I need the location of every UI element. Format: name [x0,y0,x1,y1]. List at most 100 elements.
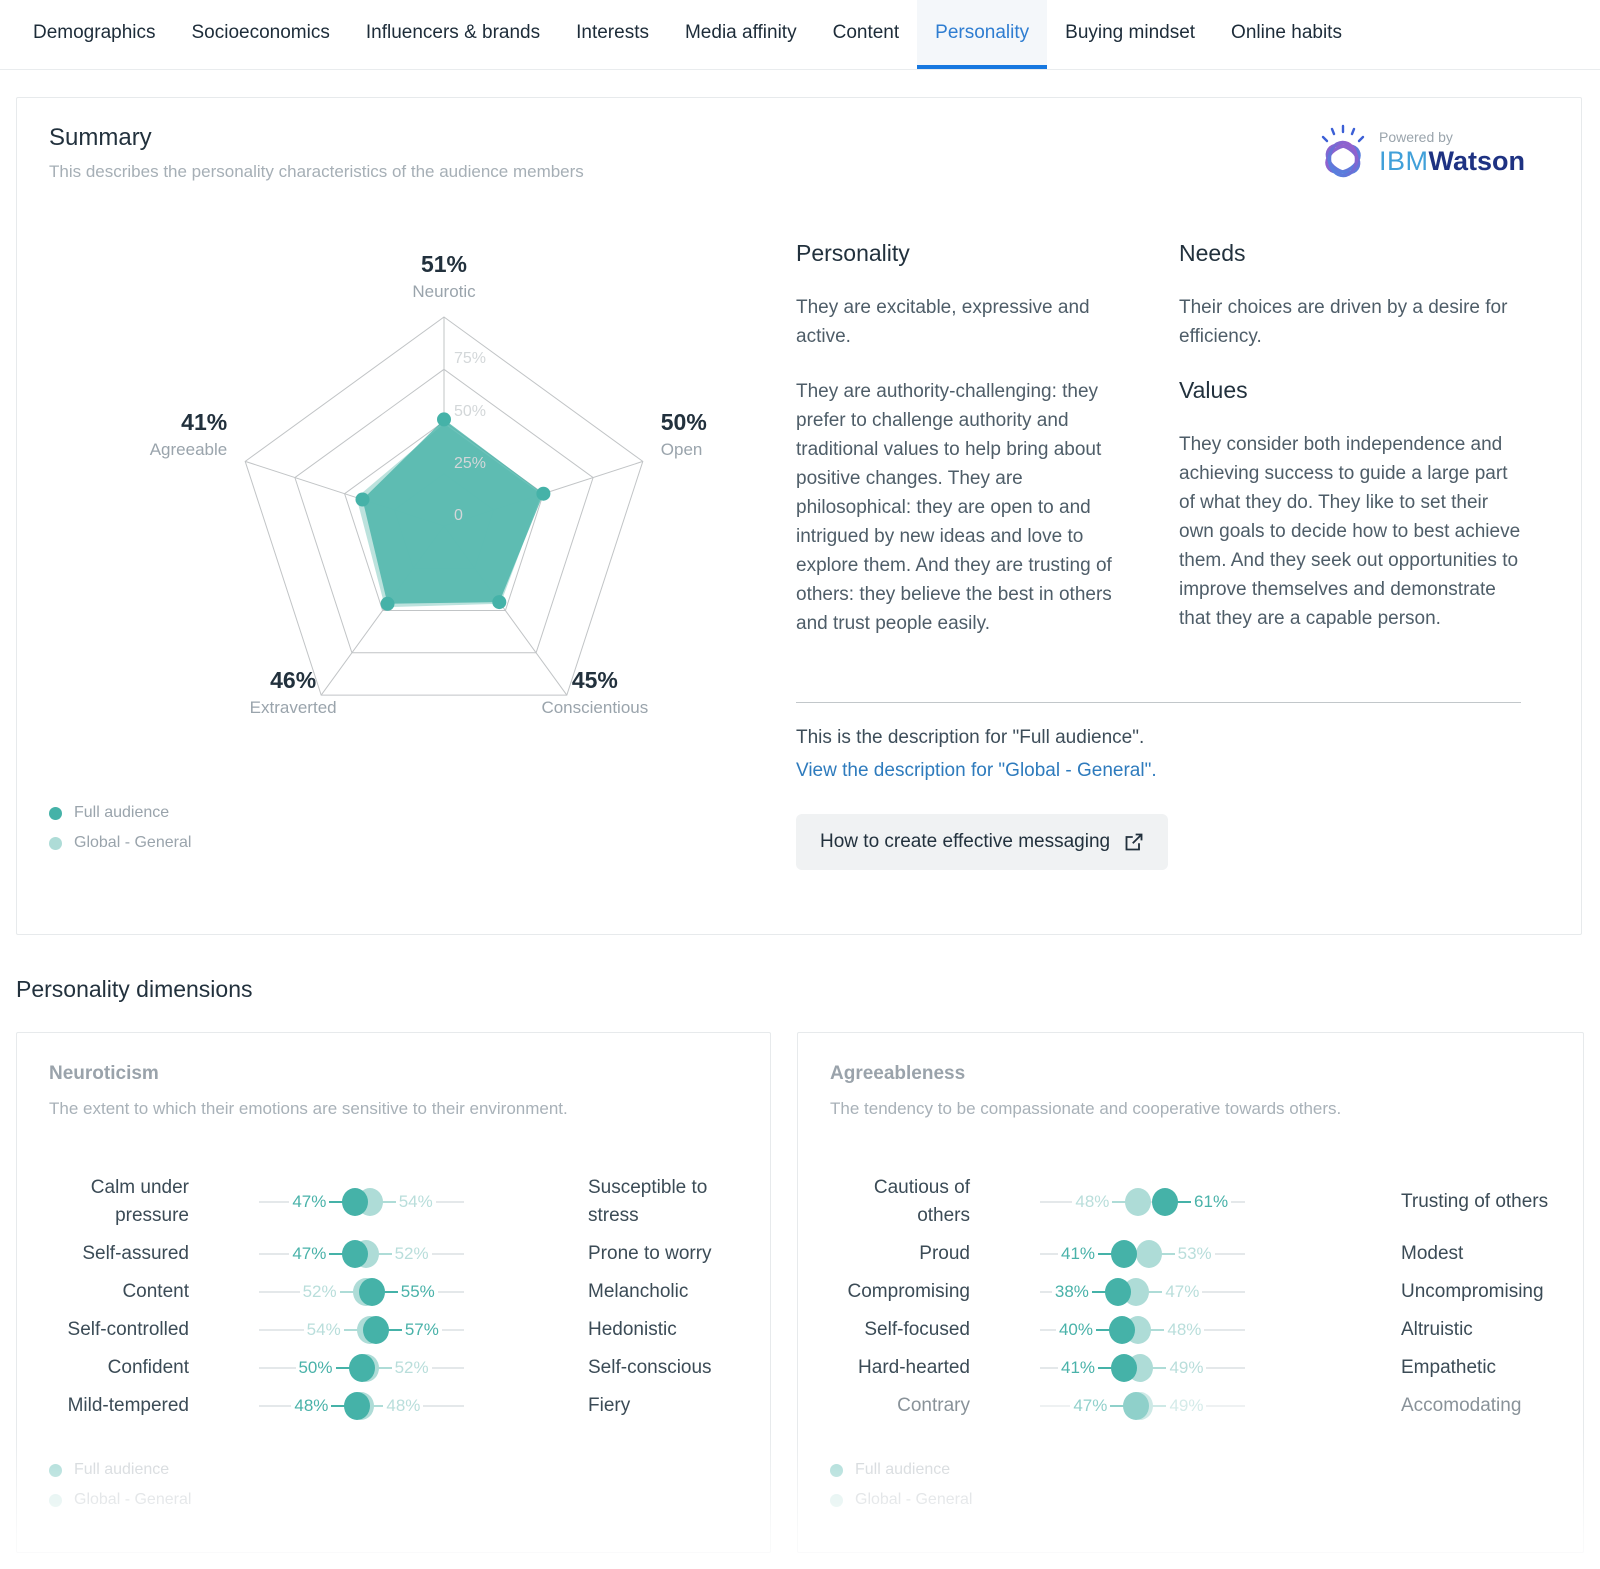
dot-full-audience [1123,1392,1150,1420]
description-switch-link[interactable]: View the description for "Global - Gener… [796,760,1157,781]
radar-axis-label-extraverted: 46% Extraverted [250,667,337,718]
dot-connector [1096,1329,1112,1331]
dimension-rows: Cautious of others 48% 61% Trusting of othe… [830,1169,1551,1425]
value-label-full-audience: 41% [1058,1358,1099,1378]
tab-socioeconomics[interactable]: Socioeconomics [191,22,330,43]
value-label-global-general: 53% [1174,1244,1215,1264]
value-label-full-audience: 48% [291,1396,332,1416]
tab-online-habits[interactable]: Online habits [1231,22,1342,43]
radar-tick-label: 0 [454,507,463,524]
dot-full-audience [1111,1240,1138,1268]
dot-full-audience [1109,1316,1135,1344]
tab-personality[interactable]: Personality [917,0,1048,69]
legend-item-label: Global - General [855,1491,973,1508]
dimension-row: Content 52% 55% Melancholic [49,1273,738,1311]
personality-dimensions-heading: Personality dimensions [16,976,253,1002]
radar-legend: Full audience Global - General [49,798,191,858]
watson-powered-by: Powered by [1378,129,1453,145]
trait-high-label: Fiery [588,1395,631,1416]
trait-dot-plot: 38% 47% [970,1273,1391,1311]
dot-connector [375,1253,392,1255]
tab-content[interactable]: Content [832,22,900,43]
radar-point-full-audience [355,492,370,507]
trait-dot-plot: 54% 57% [189,1311,578,1349]
dimension-card-legend: Full audience Global - General [830,1455,1551,1515]
tab-buying-mindset[interactable]: Buying mindset [1065,22,1196,43]
radar-axis-value: 46% [270,667,317,694]
dot-connector [1175,1201,1192,1203]
value-label-global-general: 54% [303,1320,344,1340]
dimension-card-agreeableness: Agreeableness The tendency to be compassi… [797,1032,1584,1553]
dot-connector [385,1329,402,1331]
value-label-global-general: 52% [391,1358,432,1378]
dimension-rows: Calm under pressure 47% 54% Susceptible to … [49,1169,738,1425]
trait-low-label: Content [122,1281,189,1302]
trait-low-label: Hard-hearted [858,1357,970,1378]
trait-low-label: Proud [919,1243,970,1264]
tab-media-affinity[interactable]: Media affinity [684,22,797,43]
dot-full-audience [362,1316,389,1344]
legend-item-global-general: Global - General [49,828,191,858]
legend-dot-icon [830,1463,843,1477]
radar-axis-value: 41% [181,409,228,436]
dot-connector [1110,1405,1127,1407]
dimension-row: Confident 50% 52% Self-conscious [49,1349,738,1387]
summary-subtitle: This describes the personality character… [49,162,584,181]
dot-full-audience [1152,1188,1179,1216]
trait-dot-plot: 48% 48% [189,1387,578,1425]
dot-connector [329,1201,346,1203]
dot-connector [381,1291,398,1293]
value-label-full-audience: 57% [401,1320,442,1340]
trait-high-label: Self-conscious [588,1357,712,1378]
legend-dot-icon [49,836,62,850]
dimension-row: Self-focused 40% 48% Altruistic [830,1311,1551,1349]
radar-axis-label-conscientious: 45% Conscientious [541,667,648,718]
dot-connector [1150,1367,1167,1369]
messaging-button[interactable]: How to create effective messaging [796,814,1169,870]
tab-interests[interactable]: Interests [576,22,649,43]
radar-axis-label-neurotic: 51% Neurotic [412,251,475,302]
value-label-global-general: 52% [299,1282,340,1302]
tab-influencers-brands[interactable]: Influencers & brands [365,22,541,43]
dot-full-audience [342,1240,369,1268]
value-label-full-audience: 55% [397,1282,438,1302]
radar-tick-label: 25% [454,454,487,472]
value-label-full-audience: 38% [1051,1282,1092,1302]
value-label-global-general: 47% [1162,1282,1203,1302]
legend-item-label: Full audience [74,804,170,821]
trait-dot-plot: 52% 55% [189,1273,578,1311]
trait-dot-plot: 47% 49% [970,1387,1391,1425]
legend-item-global-general: Global - General [830,1485,1551,1515]
trait-high-label: Altruistic [1401,1319,1473,1340]
radar-axis-name: Conscientious [541,698,649,718]
watson-name-text: Watson [1428,146,1526,176]
personality-paragraph: They are excitable, expressive and activ… [796,297,1090,347]
trait-high-label: Uncompromising [1401,1281,1544,1302]
radar-point-full-audience [492,595,507,610]
value-label-global-general: 48% [1072,1192,1113,1212]
radar-point-full-audience [437,412,451,427]
dimension-row: Calm under pressure 47% 54% Susceptible to … [49,1169,738,1235]
legend-item-label: Global - General [74,1491,192,1508]
dimension-card-legend: Full audience Global - General [49,1455,738,1515]
needs-heading: Needs [1179,240,1246,266]
trait-low-label: Cautious of others [873,1177,970,1226]
watson-rays-icon [1321,124,1365,143]
value-label-global-general: 52% [391,1244,432,1264]
dot-connector [367,1405,384,1407]
trait-low-label: Confident [107,1357,189,1378]
radar-axis-label-agreeable: 41% Agreeable [150,409,228,460]
dimension-row: Proud 41% 53% Modest [830,1235,1551,1273]
personality-heading: Personality [796,240,910,266]
tab-bar: Demographics Socioeconomics Influencers & … [0,0,1600,70]
trait-dot-plot: 40% 48% [970,1311,1391,1349]
radar-grid-ring [294,368,594,654]
radar-tick-label: 50% [454,402,487,420]
legend-dot-icon [830,1493,843,1507]
tab-demographics[interactable]: Demographics [33,22,156,43]
value-label-global-general: 54% [395,1192,436,1212]
dot-connector [1091,1291,1108,1293]
personality-paragraphs: They are excitable, expressive and activ… [796,293,1138,638]
trait-dot-plot: 48% 61% [970,1169,1391,1235]
divider [796,702,1521,703]
